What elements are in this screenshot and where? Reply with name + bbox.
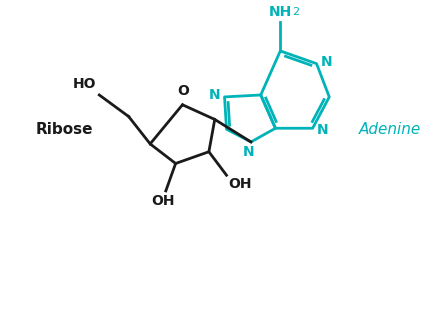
Text: NH: NH [269,5,292,19]
Text: 2: 2 [292,7,299,17]
Text: N: N [243,145,255,159]
Text: N: N [320,55,332,69]
Text: Adenine: Adenine [359,122,421,137]
Text: OH: OH [228,177,252,191]
Text: O: O [177,84,189,98]
Text: N: N [209,88,221,102]
Text: Ribose: Ribose [36,122,93,137]
Text: N: N [317,123,328,137]
Text: OH: OH [151,194,175,208]
Text: HO: HO [73,77,96,91]
